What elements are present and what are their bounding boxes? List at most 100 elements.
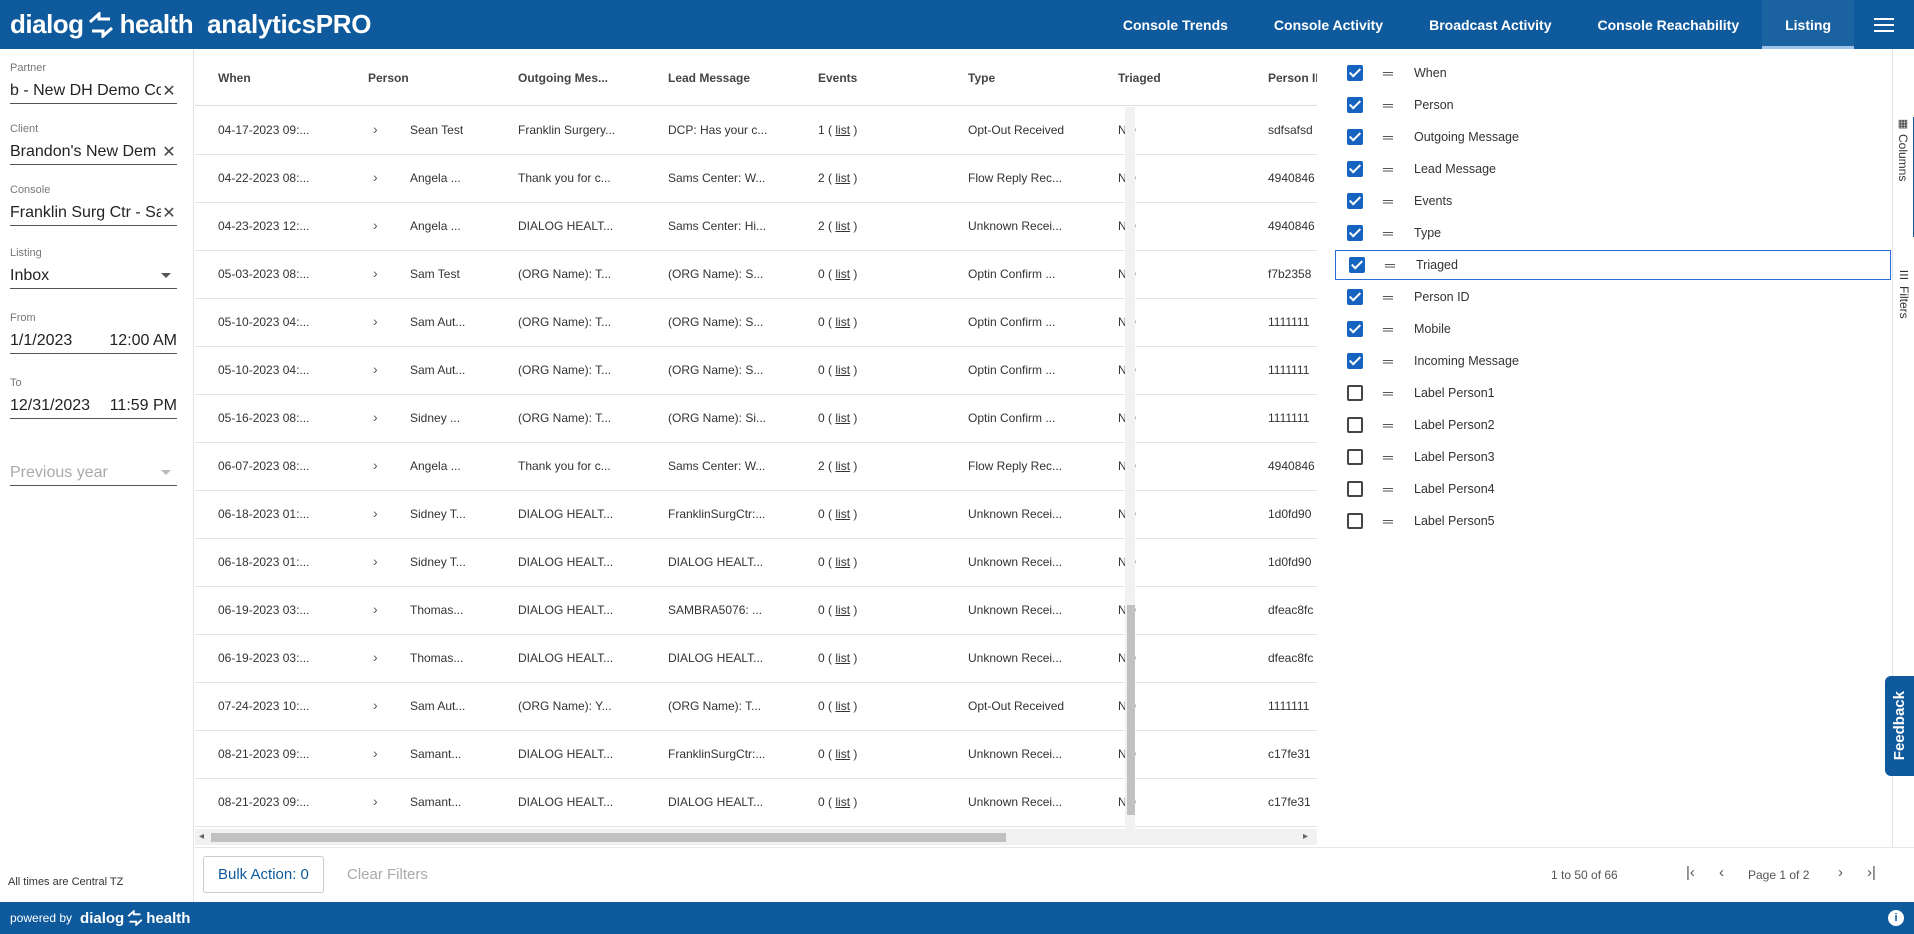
- nav-console-activity[interactable]: Console Activity: [1273, 16, 1384, 33]
- last-page-icon[interactable]: ›|: [1867, 864, 1876, 881]
- column-checkbox[interactable]: [1347, 417, 1363, 433]
- vertical-scrollbar[interactable]: [1125, 107, 1135, 829]
- events-list-link[interactable]: list: [835, 651, 851, 665]
- expand-row-icon[interactable]: ›: [373, 793, 378, 809]
- drag-handle-icon[interactable]: ═: [1383, 385, 1393, 401]
- header-events[interactable]: Events: [818, 71, 858, 85]
- table-row[interactable]: › 04-17-2023 09:... Sean Test Franklin Surg…: [195, 107, 1317, 155]
- drag-handle-icon[interactable]: ═: [1383, 289, 1393, 305]
- from-date-input[interactable]: 1/1/2023: [10, 331, 73, 349]
- header-when[interactable]: When: [218, 71, 251, 85]
- table-row[interactable]: › 04-23-2023 12:... Angela ... DIALOG HEALT…: [195, 203, 1317, 251]
- column-option[interactable]: ═ Label Person1: [1334, 378, 1892, 408]
- drag-handle-icon[interactable]: ═: [1383, 129, 1393, 145]
- table-row[interactable]: › 08-21-2023 09:... Samant... DIALOG HEALT.…: [195, 779, 1317, 827]
- console-input[interactable]: Franklin Surg Ctr - Sa: [10, 203, 161, 221]
- table-row[interactable]: › 06-07-2023 08:... Angela ... Thank you fo…: [195, 443, 1317, 491]
- column-option[interactable]: ═ Lead Message: [1334, 154, 1892, 184]
- table-row[interactable]: › 08-21-2023 09:... Samant... DIALOG HEALT.…: [195, 731, 1317, 779]
- drag-handle-icon[interactable]: ═: [1383, 481, 1393, 497]
- table-row[interactable]: › 06-19-2023 03:... Thomas... DIALOG HEALT.…: [195, 635, 1317, 683]
- expand-row-icon[interactable]: ›: [373, 697, 378, 713]
- table-row[interactable]: › 06-19-2023 03:... Thomas... DIALOG HEALT.…: [195, 587, 1317, 635]
- column-checkbox[interactable]: [1347, 449, 1363, 465]
- column-option[interactable]: ═ Triaged: [1335, 250, 1891, 280]
- events-list-link[interactable]: list: [835, 459, 851, 473]
- expand-row-icon[interactable]: ›: [373, 553, 378, 569]
- nav-console-trends[interactable]: Console Trends: [1122, 16, 1228, 33]
- drag-handle-icon[interactable]: ═: [1383, 193, 1393, 209]
- expand-row-icon[interactable]: ›: [373, 409, 378, 425]
- drag-handle-icon[interactable]: ═: [1383, 321, 1393, 337]
- nav-listing[interactable]: Listing: [1762, 0, 1854, 49]
- nav-console-reachability[interactable]: Console Reachability: [1597, 16, 1740, 33]
- column-option[interactable]: ═ Label Person3: [1334, 442, 1892, 472]
- column-checkbox[interactable]: [1347, 225, 1363, 241]
- partner-clear-icon[interactable]: ✕: [162, 82, 176, 100]
- from-time-input[interactable]: 12:00 AM: [109, 331, 177, 349]
- menu-icon[interactable]: [1854, 0, 1914, 49]
- scroll-left-icon[interactable]: ◂: [199, 831, 205, 842]
- column-option[interactable]: ═ Person: [1334, 90, 1892, 120]
- events-list-link[interactable]: list: [835, 747, 851, 761]
- table-row[interactable]: › 06-18-2023 01:... Sidney T... DIALOG HEAL…: [195, 491, 1317, 539]
- events-list-link[interactable]: list: [835, 219, 851, 233]
- events-list-link[interactable]: list: [835, 603, 851, 617]
- expand-row-icon[interactable]: ›: [373, 169, 378, 185]
- table-row[interactable]: › 04-22-2023 08:... Angela ... Thank you fo…: [195, 155, 1317, 203]
- scroll-right-icon[interactable]: ▸: [1303, 831, 1309, 842]
- column-option[interactable]: ═ Label Person4: [1334, 474, 1892, 504]
- events-list-link[interactable]: list: [835, 507, 851, 521]
- events-list-link[interactable]: list: [835, 363, 851, 377]
- drag-handle-icon[interactable]: ═: [1383, 225, 1393, 241]
- nav-broadcast-activity[interactable]: Broadcast Activity: [1429, 16, 1552, 33]
- to-time-input[interactable]: 11:59 PM: [109, 396, 177, 414]
- client-clear-icon[interactable]: ✕: [162, 143, 176, 161]
- partner-input[interactable]: b - New DH Demo Co: [10, 81, 161, 99]
- header-triaged[interactable]: Triaged: [1118, 71, 1161, 85]
- events-list-link[interactable]: list: [835, 123, 851, 137]
- feedback-button[interactable]: Feedback: [1885, 676, 1914, 776]
- expand-row-icon[interactable]: ›: [373, 601, 378, 617]
- drag-handle-icon[interactable]: ═: [1383, 353, 1393, 369]
- events-list-link[interactable]: list: [835, 699, 851, 713]
- column-checkbox[interactable]: [1347, 129, 1363, 145]
- header-person[interactable]: Person: [368, 71, 409, 85]
- vertical-scroll-thumb[interactable]: [1127, 605, 1135, 815]
- column-option[interactable]: ═ Label Person5: [1334, 506, 1892, 536]
- column-option[interactable]: ═ Person ID: [1334, 282, 1892, 312]
- expand-row-icon[interactable]: ›: [373, 745, 378, 761]
- expand-row-icon[interactable]: ›: [373, 361, 378, 377]
- console-clear-icon[interactable]: ✕: [162, 204, 176, 222]
- column-option[interactable]: ═ Incoming Message: [1334, 346, 1892, 376]
- column-checkbox[interactable]: [1347, 65, 1363, 81]
- table-row[interactable]: › 06-18-2023 01:... Sidney T... DIALOG HEAL…: [195, 539, 1317, 587]
- expand-row-icon[interactable]: ›: [373, 505, 378, 521]
- prev-page-icon[interactable]: ‹: [1719, 864, 1724, 881]
- column-option[interactable]: ═ Events: [1334, 186, 1892, 216]
- column-checkbox[interactable]: [1347, 385, 1363, 401]
- column-checkbox[interactable]: [1347, 193, 1363, 209]
- column-checkbox[interactable]: [1347, 97, 1363, 113]
- column-option[interactable]: ═ Type: [1334, 218, 1892, 248]
- expand-row-icon[interactable]: ›: [373, 265, 378, 281]
- range-select[interactable]: Previous year: [10, 460, 177, 486]
- events-list-link[interactable]: list: [835, 315, 851, 329]
- expand-row-icon[interactable]: ›: [373, 313, 378, 329]
- events-list-link[interactable]: list: [835, 555, 851, 569]
- next-page-icon[interactable]: ›: [1838, 864, 1843, 881]
- client-input[interactable]: Brandon's New Dem: [10, 142, 157, 160]
- table-row[interactable]: › 05-10-2023 04:... Sam Aut... (ORG Name): …: [195, 299, 1317, 347]
- header-person-id[interactable]: Person ID: [1268, 71, 1317, 85]
- column-option[interactable]: ═ When: [1334, 58, 1892, 88]
- drag-handle-icon[interactable]: ═: [1383, 97, 1393, 113]
- events-list-link[interactable]: list: [835, 171, 851, 185]
- drag-handle-icon[interactable]: ═: [1385, 257, 1395, 273]
- first-page-icon[interactable]: |‹: [1686, 864, 1695, 881]
- drag-handle-icon[interactable]: ═: [1383, 65, 1393, 81]
- column-option[interactable]: ═ Label Person2: [1334, 410, 1892, 440]
- expand-row-icon[interactable]: ›: [373, 649, 378, 665]
- table-row[interactable]: › 05-10-2023 04:... Sam Aut... (ORG Name): …: [195, 347, 1317, 395]
- header-outgoing[interactable]: Outgoing Mes...: [518, 71, 608, 85]
- column-checkbox[interactable]: [1349, 257, 1365, 273]
